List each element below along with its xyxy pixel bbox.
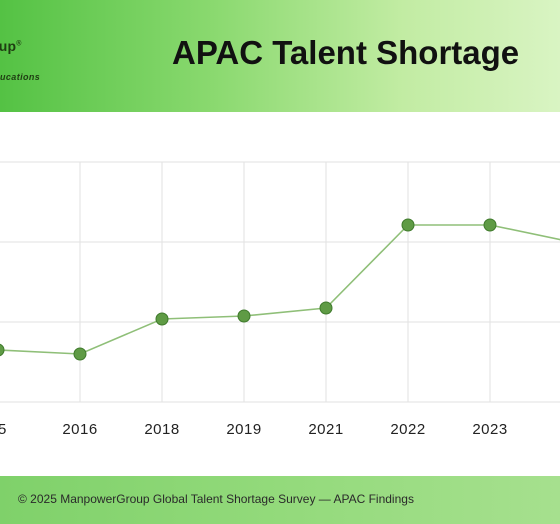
- series-markers: [0, 218, 497, 361]
- x-tick-label: 2022: [390, 421, 425, 438]
- logo-text: oup: [0, 38, 17, 54]
- header-banner: oup® ucations APAC Talent Shortage: [0, 0, 560, 112]
- series-line: [0, 224, 560, 355]
- x-tick-label: 15: [0, 421, 7, 438]
- registered-mark-icon: ®: [16, 40, 22, 48]
- source-note: © 2025 ManpowerGroup Global Talent Short…: [18, 492, 414, 506]
- data-point-2018: [155, 312, 169, 326]
- x-tick-label: 2016: [62, 421, 97, 438]
- x-tick-label: 2019: [226, 421, 261, 438]
- logo: oup®: [0, 38, 22, 54]
- logo-tagline: ucations: [0, 72, 41, 82]
- x-tick-label: 2021: [308, 421, 343, 438]
- x-axis-tick-labels: 152016201820192021202220232: [0, 421, 507, 438]
- data-point-2021: [319, 301, 333, 315]
- x-tick-label: 2018: [144, 421, 179, 438]
- data-point-15: [0, 343, 5, 357]
- data-point-2022: [401, 218, 415, 232]
- data-point-2016: [73, 347, 87, 361]
- series-line-layer: [0, 224, 560, 355]
- chart-title: APAC Talent Shortage: [172, 34, 520, 71]
- x-tick-label: 2023: [472, 421, 507, 438]
- data-point-2019: [237, 309, 251, 323]
- chart-grid: [0, 161, 560, 403]
- line-chart: 152016201820192021202220232: [0, 161, 560, 438]
- data-point-2023: [483, 218, 497, 232]
- footer-banner: © 2025 ManpowerGroup Global Talent Short…: [0, 476, 560, 524]
